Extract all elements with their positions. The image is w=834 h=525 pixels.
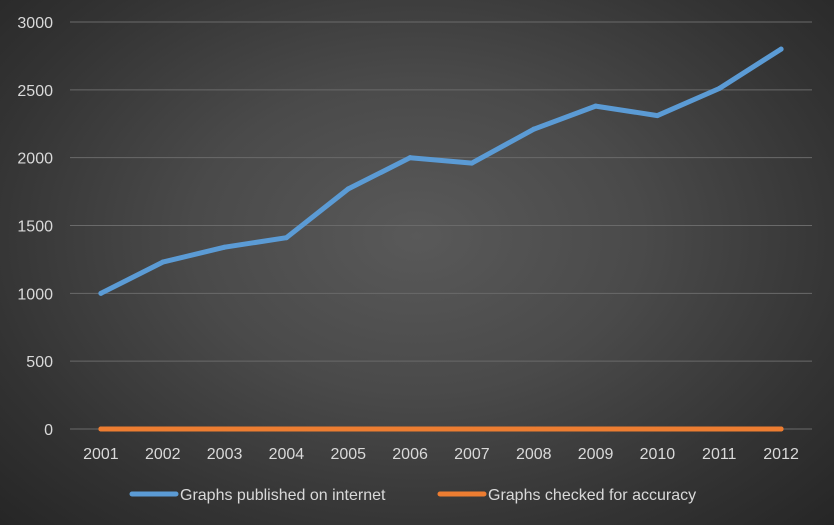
data-point-s1-2009 [593, 103, 599, 109]
data-point-s2-2011 [716, 426, 722, 432]
x-axis-tick-labels: 2001 2002 2003 2004 2005 2006 2007 2008 2009 2010… [83, 446, 799, 463]
data-point-s2-2003 [222, 426, 228, 432]
data-point-s2-2008 [531, 426, 537, 432]
data-point-s2-2007 [469, 426, 475, 432]
y-axis-tick-labels: 0 500 1000 1500 2000 2500 3000 [17, 15, 53, 439]
data-point-s2-2009 [593, 426, 599, 432]
data-point-s1-2008 [531, 126, 537, 132]
data-point-s1-2010 [654, 113, 660, 119]
y-tick-label-0: 0 [44, 422, 53, 439]
data-point-s1-2002 [160, 259, 166, 265]
data-point-s2-2006 [407, 426, 413, 432]
y-tick-label-500: 500 [26, 354, 53, 371]
x-tick-label-2012: 2012 [763, 446, 799, 463]
legend: Graphs published on internet Graphs check… [129, 487, 696, 504]
data-point-s2-2012 [778, 426, 784, 432]
x-tick-label-2010: 2010 [640, 446, 676, 463]
x-tick-label-2006: 2006 [392, 446, 428, 463]
x-tick-label-2005: 2005 [330, 446, 366, 463]
data-point-s2-2001 [98, 426, 104, 432]
data-point-s1-2012 [778, 46, 784, 52]
legend-item-2: Graphs checked for accuracy [437, 487, 696, 504]
data-point-s1-2006 [407, 155, 413, 161]
x-tick-label-2007: 2007 [454, 446, 490, 463]
series-1 [98, 46, 784, 296]
y-tick-label-2000: 2000 [17, 151, 53, 168]
x-tick-label-2008: 2008 [516, 446, 552, 463]
x-tick-label-2002: 2002 [145, 446, 181, 463]
x-tick-label-2009: 2009 [578, 446, 614, 463]
y-tick-label-3000: 3000 [17, 15, 53, 32]
x-tick-label-2011: 2011 [702, 446, 737, 463]
legend-item-1: Graphs published on internet [129, 487, 386, 504]
series-2 [98, 426, 784, 432]
data-point-s2-2010 [654, 426, 660, 432]
x-tick-label-2001: 2001 [83, 446, 119, 463]
data-point-s1-2003 [222, 244, 228, 250]
y-tick-label-2500: 2500 [17, 83, 53, 100]
series-line-1 [98, 46, 784, 296]
data-point-s1-2011 [716, 85, 722, 91]
y-tick-label-1500: 1500 [17, 219, 53, 236]
data-point-s2-2004 [283, 426, 289, 432]
series-lines [98, 46, 784, 432]
data-point-s1-2007 [469, 160, 475, 166]
data-point-s2-2005 [345, 426, 351, 432]
x-tick-label-2003: 2003 [207, 446, 243, 463]
y-tick-label-1000: 1000 [17, 286, 53, 303]
gridlines [70, 21, 812, 430]
legend-label-1: Graphs published on internet [180, 487, 386, 504]
data-point-s1-2001 [98, 290, 104, 296]
data-point-s1-2005 [345, 186, 351, 192]
legend-label-2: Graphs checked for accuracy [488, 487, 696, 504]
x-tick-label-2004: 2004 [269, 446, 305, 463]
data-point-s2-2002 [160, 426, 166, 432]
data-point-s1-2004 [283, 235, 289, 241]
